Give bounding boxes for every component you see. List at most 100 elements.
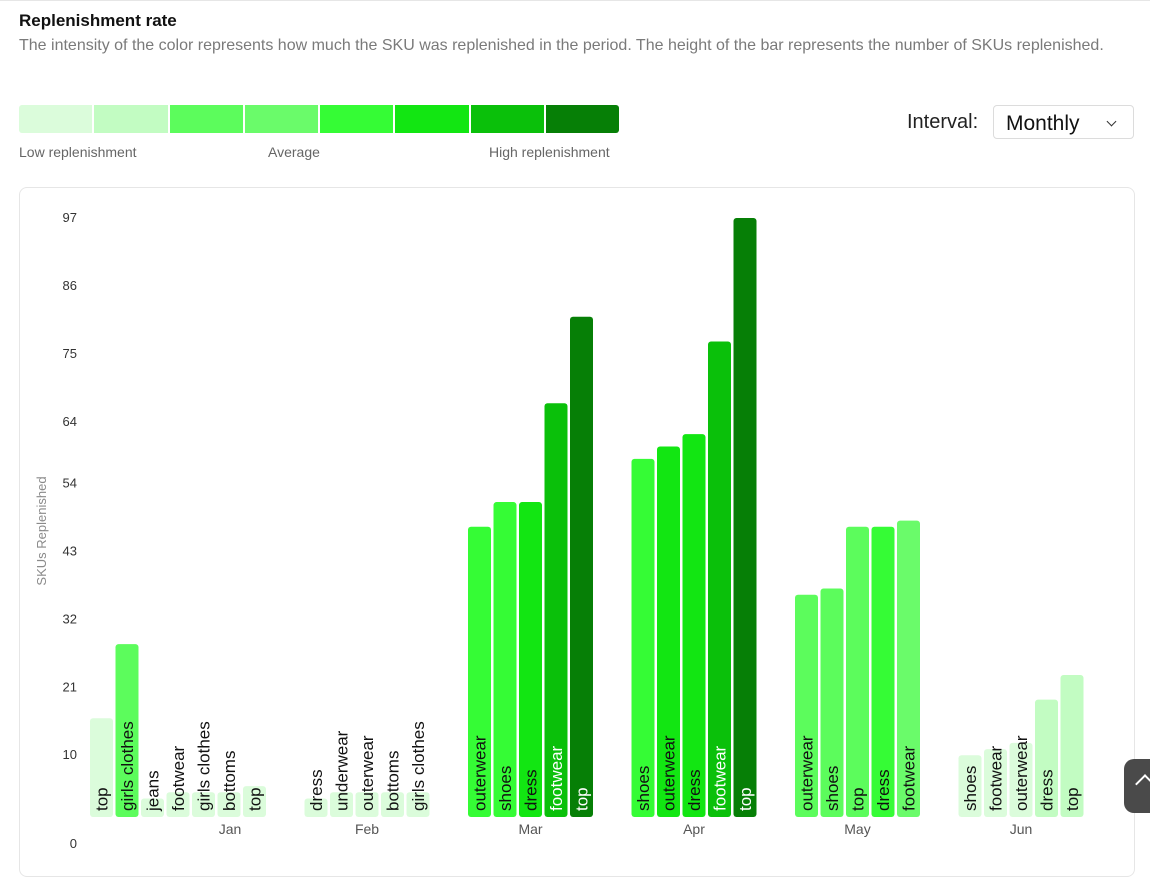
bar (192, 792, 215, 817)
x-tick-label: Apr (683, 821, 705, 837)
bar (1009, 742, 1033, 817)
x-tick-label: Jun (1010, 821, 1033, 837)
bar-label: shoes (961, 766, 980, 811)
page-subtitle: The intensity of the color represents ho… (19, 37, 1104, 54)
bar-label: footwear (547, 745, 566, 811)
page-title: Replenishment rate (19, 11, 177, 30)
legend-low-label: Low replenishment (19, 144, 137, 160)
y-tick-label: 0 (70, 836, 77, 851)
y-tick-label: 86 (63, 278, 77, 293)
bar-label: dress (307, 769, 326, 811)
x-tick-label: Feb (355, 821, 379, 837)
bar (406, 792, 430, 817)
bar (217, 792, 241, 817)
legend-swatch (395, 105, 469, 133)
bar-label: top (736, 787, 755, 811)
arrow-up-icon (1135, 774, 1150, 794)
bar (544, 403, 568, 817)
bar (243, 786, 266, 817)
bar (795, 594, 818, 817)
bar (330, 792, 353, 817)
bar-label: jeans (144, 770, 163, 812)
bar (166, 792, 190, 817)
bar (493, 502, 517, 817)
bar (984, 749, 1007, 817)
bar (570, 316, 593, 817)
bar (115, 644, 139, 817)
y-tick-label: 21 (63, 679, 77, 694)
bar-label: outerwear (1012, 735, 1031, 811)
y-tick-label: 10 (63, 747, 77, 762)
legend-swatch (169, 105, 243, 133)
bar-label: top (1063, 787, 1082, 811)
legend-swatch (94, 105, 168, 133)
bar (897, 520, 920, 817)
bar (631, 458, 655, 817)
y-tick-label: 64 (63, 414, 77, 429)
bar-label: underwear (333, 730, 352, 811)
bar-label: girls clothes (118, 721, 137, 811)
bar-label: outerwear (660, 735, 679, 811)
bar (141, 798, 164, 817)
top-divider (0, 0, 1150, 1)
bar (733, 218, 757, 817)
bar-label: footwear (987, 745, 1006, 811)
bar-label: shoes (823, 766, 842, 811)
bar-label: outerwear (358, 735, 377, 811)
interval-label: Interval: (907, 111, 979, 133)
bar (871, 526, 895, 817)
bar-label: top (246, 787, 265, 811)
y-tick-label: 54 (63, 476, 77, 491)
interval-value: Monthly (1006, 112, 1080, 135)
bar (468, 526, 491, 817)
bar-label: outerwear (471, 735, 490, 811)
bar-label: girls clothes (195, 721, 214, 811)
bar (1035, 699, 1058, 817)
bar (90, 718, 113, 817)
y-tick-label: 32 (63, 611, 77, 626)
bar-label: dress (685, 769, 704, 811)
legend-average-label: Average (268, 144, 320, 160)
bar-label: footwear (711, 745, 730, 811)
bar-label: dress (1038, 769, 1057, 811)
y-tick-label: 43 (63, 543, 77, 558)
bar (355, 792, 379, 817)
bar-label: top (573, 787, 592, 811)
y-tick-label: 97 (63, 210, 77, 225)
legend-swatch (320, 105, 394, 133)
bar-label: top (93, 787, 112, 811)
bar-label: shoes (496, 766, 515, 811)
bar (682, 434, 706, 817)
bar (958, 755, 982, 817)
legend-swatch (244, 105, 318, 133)
bar (846, 526, 869, 817)
legend-swatch (19, 105, 93, 133)
color-scale-legend (19, 105, 619, 133)
y-tick-label: 75 (63, 346, 77, 361)
bar-label: bottoms (220, 751, 239, 811)
x-tick-label: Mar (518, 821, 542, 837)
bar (381, 792, 404, 817)
bar (708, 341, 731, 817)
bar (304, 798, 328, 817)
legend-high-label: High replenishment (489, 144, 610, 160)
bar-label: dress (874, 769, 893, 811)
x-tick-label: Jan (219, 821, 242, 837)
legend-swatch (545, 105, 619, 133)
y-axis-label: SKUs Replenished (34, 476, 49, 585)
bar (820, 588, 844, 817)
bar-label: girls clothes (409, 721, 428, 811)
bar (1060, 674, 1084, 817)
interval-select[interactable]: Monthly (993, 105, 1134, 139)
bar-label: bottoms (384, 751, 403, 811)
bar-label: footwear (169, 745, 188, 811)
bar-label: top (849, 787, 868, 811)
bar-label: footwear (900, 745, 919, 811)
bar-label: outerwear (798, 735, 817, 811)
bar (519, 502, 542, 817)
x-tick-label: May (844, 821, 870, 837)
bar-label: dress (522, 769, 541, 811)
bar-label: shoes (634, 766, 653, 811)
scroll-to-top-button[interactable] (1124, 759, 1150, 813)
